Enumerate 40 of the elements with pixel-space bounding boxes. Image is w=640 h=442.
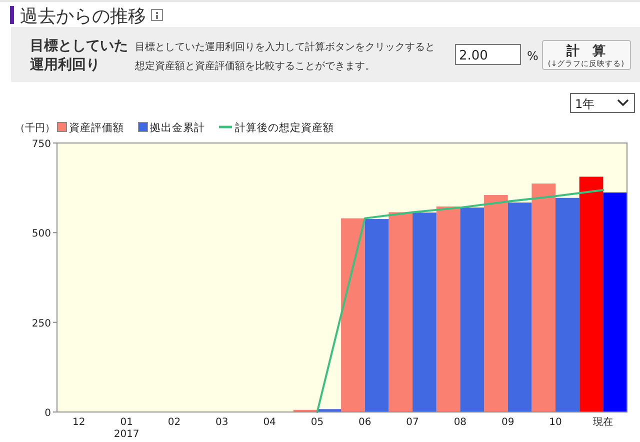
bar [341, 218, 365, 412]
y-tick-label: 750 [32, 139, 51, 150]
x-tick-label: 07 [406, 417, 419, 428]
x-tick-label: 01 2017 [114, 417, 140, 440]
y-tick-label: 0 [44, 408, 51, 419]
bar [579, 176, 604, 412]
legend-label: 拠出金累計 [150, 121, 205, 134]
x-tick-label: 05 [310, 417, 324, 428]
y-axis-title: （千円） [15, 122, 55, 134]
legend-label: 計算後の想定資産額 [235, 121, 334, 134]
y-tick-label: 250 [32, 318, 51, 330]
bar [412, 212, 436, 412]
x-tick-label: 10 [549, 417, 562, 428]
bar [436, 206, 460, 412]
bar [460, 208, 484, 412]
x-tick-label: 04 [263, 417, 276, 428]
text: 2.00 [459, 48, 488, 64]
bar [556, 198, 580, 412]
text: 1年 [575, 97, 595, 111]
x-tick-label: 02 [168, 417, 181, 428]
text: 過去からの推移 [20, 6, 146, 27]
y-tick-label: 500 [32, 228, 51, 240]
text: 目標としていた運用利回りを入力して計算ボタンをクリックすると想定資産額と資産評価額を比較することができます。 [134, 41, 435, 72]
text: 計 算 [566, 43, 606, 59]
bar [508, 202, 532, 412]
x-tick-label: 06 [358, 417, 372, 428]
text: 目標としていた運用利回り [29, 38, 128, 73]
legend-label: 資産評価額 [69, 121, 124, 134]
x-tick-label: 12 [72, 417, 86, 428]
x-tick-label: 09 [501, 417, 514, 428]
bar [364, 219, 389, 412]
x-tick-label: 03 [216, 417, 228, 428]
bar [388, 212, 413, 412]
bar [603, 192, 627, 412]
line-series [316, 188, 604, 413]
x-tick-label: 08 [454, 417, 467, 428]
bar [532, 184, 556, 412]
bar [484, 195, 508, 412]
text: % [527, 49, 538, 63]
x-tick-label: 現在 [593, 416, 614, 428]
